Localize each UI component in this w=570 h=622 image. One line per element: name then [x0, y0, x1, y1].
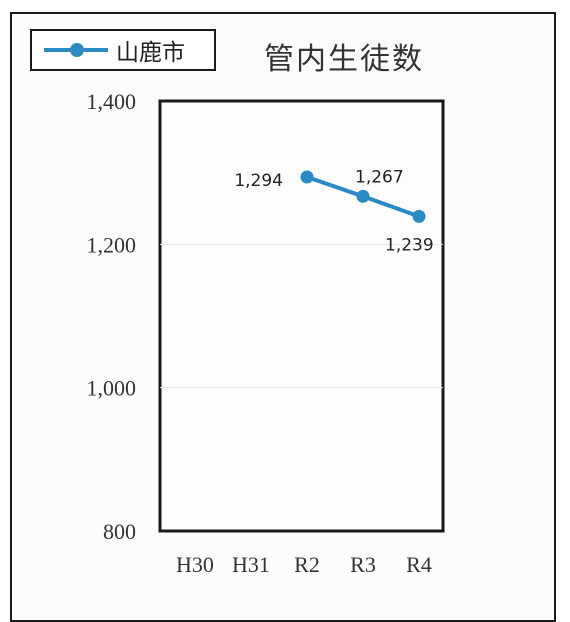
data-label: 1,294: [234, 171, 283, 191]
y-tick-label: 800: [103, 519, 136, 544]
legend-line-swatch: [44, 43, 108, 57]
x-tick-label: H30: [176, 552, 214, 577]
x-tick-label: H31: [232, 552, 270, 577]
data-label: 1,239: [385, 235, 434, 255]
chart-title: 管内生徒数: [264, 42, 424, 77]
y-tick-label: 1,200: [87, 232, 137, 257]
plot-area: [158, 99, 445, 533]
data-label: 1,267: [355, 167, 404, 187]
y-tick-label: 1,000: [87, 376, 137, 401]
data-point: [412, 209, 426, 223]
x-tick-label: R3: [350, 552, 376, 577]
x-tick-label: R4: [406, 552, 432, 577]
x-tick-label: R2: [294, 552, 320, 577]
legend-marker: [70, 43, 84, 57]
data-point: [300, 170, 314, 184]
legend-label: 山鹿市: [116, 40, 185, 66]
y-tick-label: 1,400: [87, 89, 137, 114]
data-point: [356, 189, 370, 203]
legend: 山鹿市: [30, 29, 216, 71]
